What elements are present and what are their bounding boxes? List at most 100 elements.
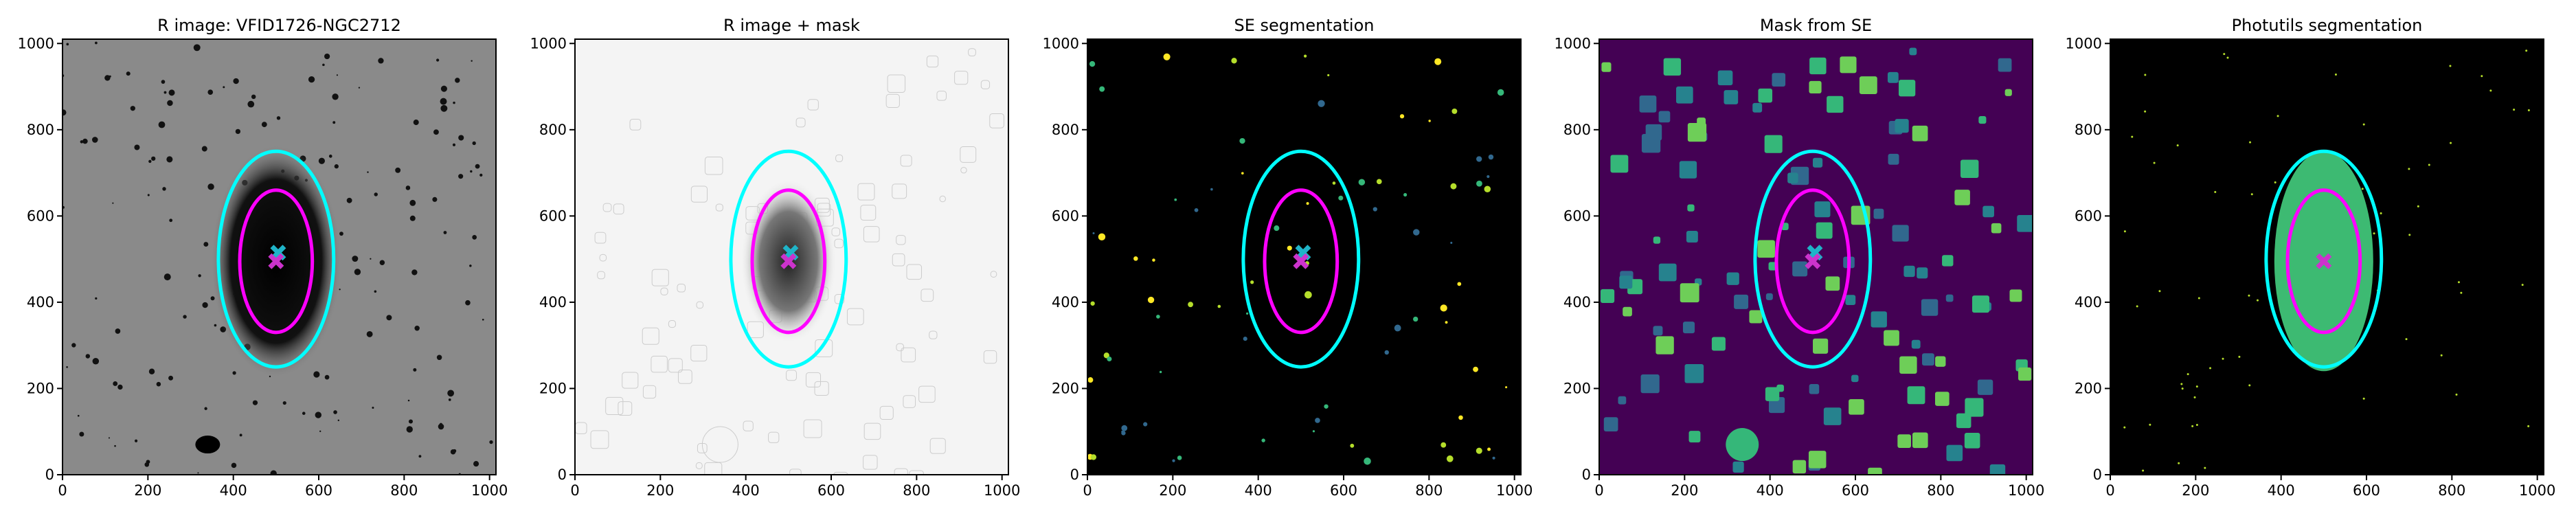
- star: [162, 187, 166, 191]
- mask-region: [1899, 356, 1917, 374]
- segment: [1188, 302, 1194, 308]
- mask-region: [795, 117, 806, 128]
- x-tick-label: 800: [390, 482, 418, 499]
- mask-region: [1942, 255, 1954, 267]
- x-tick-label: 200: [646, 482, 674, 499]
- segment: [1194, 207, 1199, 212]
- segment: [1304, 291, 1312, 299]
- star: [302, 412, 306, 415]
- mask-region: [629, 118, 642, 131]
- x-tick-label: 0: [1083, 482, 1092, 499]
- mask-region: [1906, 474, 1920, 475]
- star: [333, 410, 337, 414]
- segment: [1376, 179, 1382, 185]
- segment: [1450, 183, 1457, 190]
- mask-region: [660, 287, 668, 295]
- segment: [2226, 56, 2229, 59]
- star: [144, 462, 150, 467]
- segment: [2248, 294, 2250, 297]
- mask-region: [960, 146, 977, 163]
- star: [117, 384, 123, 390]
- segment: [2197, 297, 2200, 300]
- x-tick-label: 600: [1330, 482, 1357, 499]
- mask-region: [803, 419, 822, 438]
- star: [79, 431, 84, 437]
- segment: [2238, 355, 2241, 358]
- segment: [2455, 393, 2458, 396]
- mask-region: [989, 113, 1004, 128]
- mask-region: [1982, 205, 1994, 218]
- mask-region: [1687, 204, 1695, 212]
- segment: [1318, 100, 1325, 107]
- mask-region: [1640, 374, 1660, 394]
- mask-region: [2009, 289, 2022, 302]
- star: [166, 156, 173, 163]
- star: [169, 218, 173, 223]
- mask-region: [1764, 135, 1783, 153]
- segment: [2123, 230, 2126, 233]
- segment: [2176, 144, 2179, 147]
- mask-region: [1998, 58, 2012, 72]
- mask-region: [1749, 310, 1763, 324]
- segment: [1090, 454, 1097, 460]
- y-tick-label: 400: [1052, 294, 1079, 311]
- segment: [1103, 352, 1109, 359]
- star: [134, 144, 140, 150]
- segment: [1315, 418, 1320, 423]
- star: [315, 412, 321, 418]
- mask-region: [1653, 326, 1663, 336]
- mask-region: [909, 470, 924, 475]
- segment: [1403, 193, 1408, 197]
- mask-region: [1977, 379, 1993, 395]
- y-tick-label: 200: [539, 380, 567, 396]
- segment: [1338, 195, 1344, 201]
- segment: [2153, 161, 2156, 164]
- segment: [1133, 256, 1138, 261]
- segment: [2204, 466, 2206, 469]
- segment: [2193, 396, 2196, 398]
- star: [458, 174, 464, 179]
- mask-region: [590, 430, 609, 449]
- mask-region: [1792, 261, 1808, 277]
- mask-region: [1808, 451, 1827, 469]
- star: [66, 366, 68, 368]
- segment: [2222, 357, 2224, 360]
- star: [80, 140, 84, 144]
- segment: [1445, 321, 1448, 324]
- axes-frame: [1087, 38, 1522, 475]
- mask-region: [1623, 306, 1632, 317]
- segment: [2361, 188, 2364, 190]
- star: [232, 371, 236, 375]
- segment: [1372, 207, 1377, 212]
- star: [276, 116, 281, 120]
- segment: [2525, 49, 2528, 52]
- star: [233, 78, 239, 85]
- segment: [2149, 423, 2151, 426]
- segment: [2181, 387, 2184, 390]
- mask-region: [896, 235, 906, 245]
- segment: [1384, 350, 1389, 355]
- star: [214, 324, 217, 327]
- mask-region: [929, 330, 938, 339]
- mask-region: [863, 226, 880, 243]
- y-tick-label: 1000: [2066, 35, 2102, 52]
- y-tick-label: 200: [27, 380, 54, 396]
- marker: [2316, 253, 2332, 269]
- x-tick-label: 1000: [2008, 482, 2044, 499]
- star: [328, 155, 332, 158]
- segment: [2249, 141, 2252, 144]
- star: [374, 290, 377, 293]
- axes-frame: [62, 38, 497, 475]
- marker: [1805, 253, 1821, 269]
- axes-frame: [2110, 38, 2544, 475]
- x-tick-label: 600: [305, 482, 332, 499]
- mask-region: [1688, 431, 1701, 443]
- segment: [1274, 225, 1280, 232]
- y-tick-label: 800: [1052, 122, 1079, 138]
- segment: [1476, 180, 1482, 187]
- star: [418, 455, 422, 458]
- mask-region: [835, 154, 844, 162]
- segment: [1217, 304, 1221, 308]
- mask-region: [894, 468, 908, 475]
- segment: [1089, 60, 1096, 67]
